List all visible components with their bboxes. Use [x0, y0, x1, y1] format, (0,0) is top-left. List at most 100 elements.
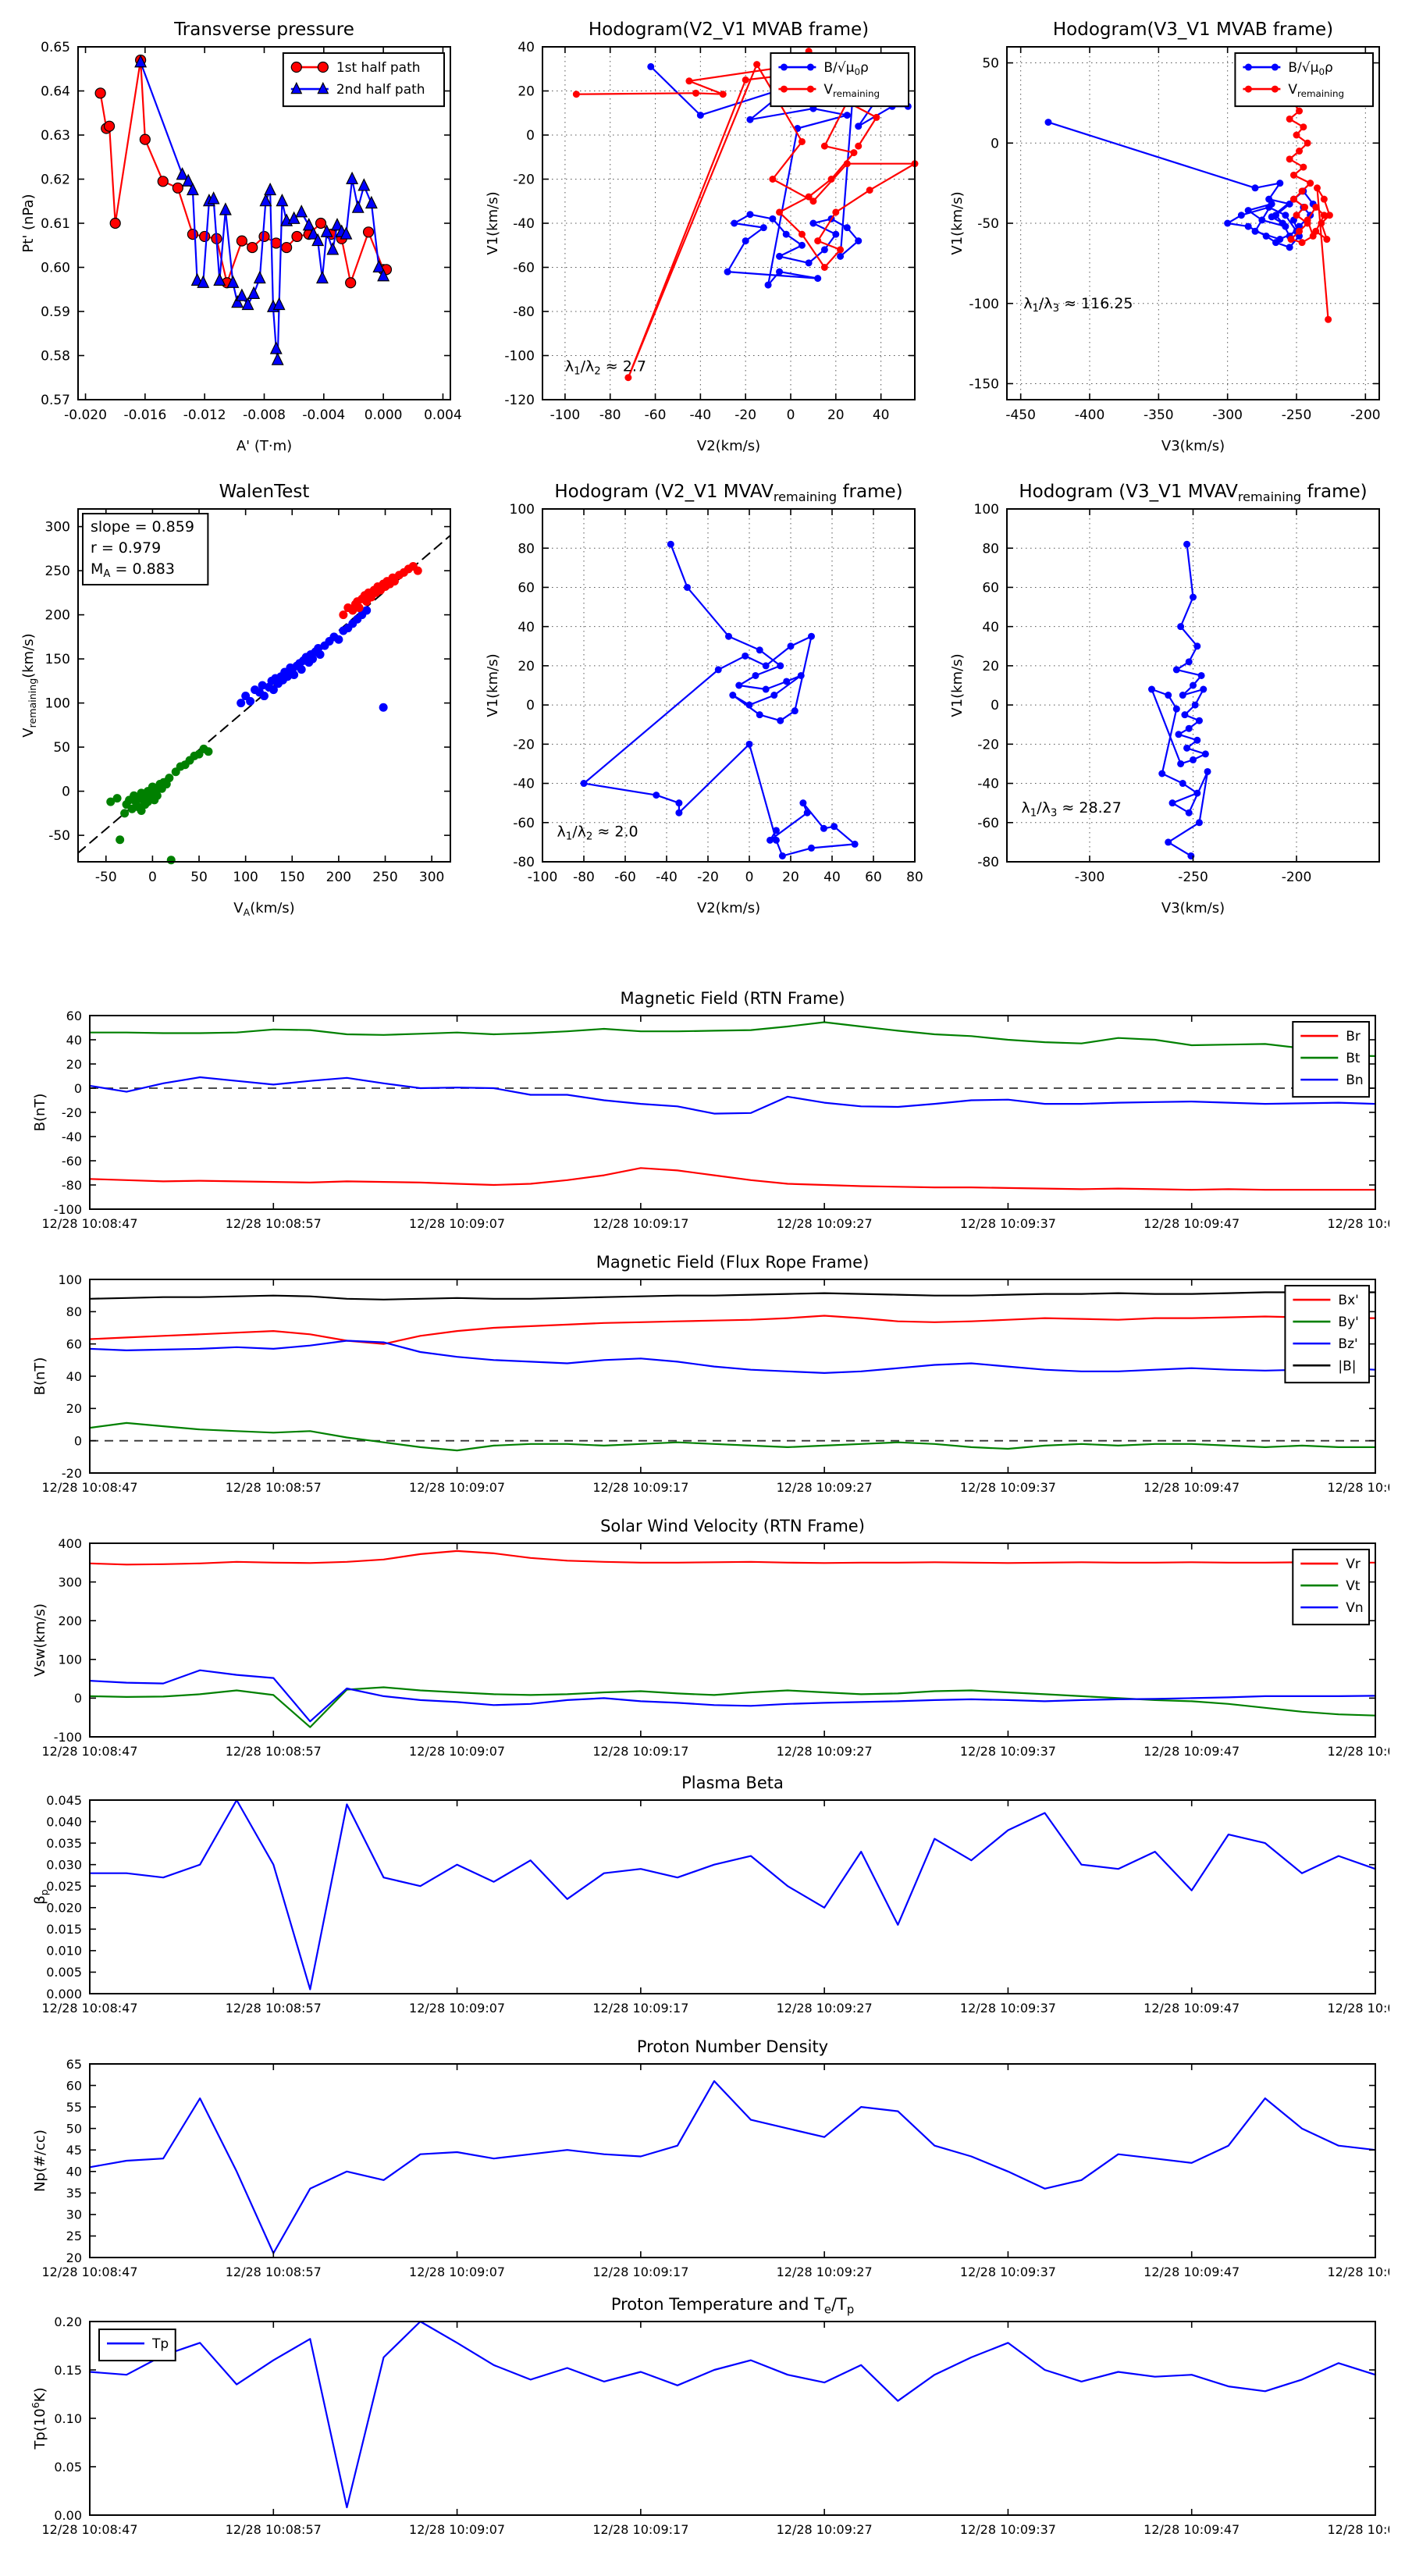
- svg-text:12/28 10:08:57: 12/28 10:08:57: [226, 2265, 322, 2279]
- svg-text:100: 100: [45, 696, 70, 712]
- svg-text:0.64: 0.64: [41, 84, 70, 100]
- svg-text:Bn: Bn: [1346, 1073, 1363, 1088]
- legend: Bx' By' Bz' |B|: [1284, 1285, 1371, 1384]
- svg-text:150: 150: [45, 652, 70, 667]
- svg-text:Vt: Vt: [1346, 1578, 1361, 1594]
- svg-text:12/28 10:09:17: 12/28 10:09:17: [592, 1480, 688, 1495]
- svg-text:12/28 10:08:57: 12/28 10:08:57: [226, 1216, 322, 1231]
- svg-text:12/28 10:09:57: 12/28 10:09:57: [1327, 2522, 1389, 2537]
- chart-svg-hodogram-v2v1-mvav: -100 -80 -60 -40 -20 0 20 40 60 80-80-60-40-20020…: [485, 482, 923, 916]
- svg-text:Bx': Bx': [1338, 1293, 1358, 1308]
- svg-text:250: 250: [372, 870, 397, 885]
- svg-text:300: 300: [45, 520, 70, 535]
- svg-text:12/28 10:09:37: 12/28 10:09:37: [960, 2001, 1056, 2016]
- svg-text:300: 300: [58, 1574, 82, 1589]
- svg-text:-100: -100: [528, 870, 558, 885]
- legend: Tp: [98, 2329, 176, 2362]
- svg-text:-300: -300: [1212, 407, 1243, 423]
- svg-text:B/√μ0ρ: B/√μ0ρ: [1288, 60, 1332, 77]
- svg-text:βp: βp: [32, 1889, 50, 1905]
- svg-text:0: 0: [991, 698, 999, 713]
- svg-text:-250: -250: [1178, 870, 1208, 885]
- svg-text:-100: -100: [54, 1202, 82, 1217]
- svg-text:12/28 10:09:57: 12/28 10:09:57: [1327, 1744, 1389, 1759]
- series-br: [88, 1167, 1377, 1191]
- svg-text:-100: -100: [504, 349, 535, 365]
- svg-text:12/28 10:09:37: 12/28 10:09:37: [960, 1216, 1056, 1231]
- axes-frame: [89, 1542, 1376, 1738]
- svg-text:-400: -400: [1075, 407, 1105, 423]
- svg-text:12/28 10:09:07: 12/28 10:09:07: [409, 2265, 505, 2279]
- series-np: [88, 2080, 1377, 2254]
- series-1st-half-path: [94, 54, 393, 289]
- svg-text:B(nT): B(nT): [32, 1357, 48, 1396]
- svg-text:V1(km/s): V1(km/s): [949, 191, 966, 254]
- series-tp: [88, 2320, 1377, 2509]
- series-v-hodogram: [580, 540, 859, 859]
- svg-text:12/28 10:09:17: 12/28 10:09:17: [592, 2522, 688, 2537]
- chart-transverse-pressure: -0.020 -0.016 -0.012 -0.008 -0.004 0.000 0.004…: [12, 6, 464, 471]
- svg-text:55: 55: [66, 2100, 82, 2115]
- chart-hodogram-v3v1-mvab: -450 -400 -350 -300 -250 -200 -150 -100 -50 0 50 Ho…: [941, 6, 1393, 471]
- chart-title: Solar Wind Velocity (RTN Frame): [600, 1517, 865, 1535]
- svg-text:-40: -40: [656, 870, 678, 885]
- chart-hodogram-v3v1-mvav: -300 -250 -200 -80 -60 -40 -20 0 20 40 60 80 100 Hodo…: [941, 468, 1393, 934]
- svg-text:50: 50: [53, 740, 70, 756]
- svg-text:12/28 10:09:17: 12/28 10:09:17: [592, 2001, 688, 2016]
- svg-text:12/28 10:08:57: 12/28 10:08:57: [226, 1480, 322, 1495]
- svg-text:Vn: Vn: [1346, 1600, 1363, 1616]
- svg-text:Vsw(km/s): Vsw(km/s): [32, 1603, 48, 1677]
- series-bn: [88, 1076, 1377, 1115]
- svg-text:0.040: 0.040: [46, 1814, 82, 1829]
- svg-text:0.63: 0.63: [41, 128, 70, 144]
- svg-text:-100: -100: [969, 297, 999, 312]
- svg-text:-60: -60: [513, 261, 535, 276]
- svg-text:100: 100: [58, 1272, 82, 1287]
- svg-text:20: 20: [518, 84, 535, 100]
- svg-text:-20: -20: [513, 173, 535, 188]
- svg-text:12/28 10:09:07: 12/28 10:09:07: [409, 2522, 505, 2537]
- svg-text:100: 100: [58, 1653, 82, 1667]
- chart-title: Magnetic Field (Flux Rope Frame): [596, 1253, 870, 1272]
- svg-text:30: 30: [66, 2208, 82, 2222]
- svg-text:-20: -20: [62, 1466, 82, 1481]
- legend: 1st half path 2nd half path: [282, 52, 445, 108]
- svg-text:12/28 10:09:07: 12/28 10:09:07: [409, 1216, 505, 1231]
- svg-text:400: 400: [58, 1536, 82, 1551]
- svg-text:B(nT): B(nT): [32, 1094, 48, 1132]
- svg-text:-60: -60: [977, 816, 999, 831]
- svg-text:0.015: 0.015: [46, 1922, 82, 1937]
- svg-text:40: 40: [823, 870, 841, 885]
- series-2nd-half-path: [134, 55, 390, 365]
- annotation: λ1/λ2 ≈ 2.0: [557, 823, 638, 842]
- svg-text:12/28 10:09:47: 12/28 10:09:47: [1144, 2522, 1240, 2537]
- svg-text:-80: -80: [977, 855, 999, 870]
- stats-box: slope = 0.859 r = 0.979 MA = 0.883: [82, 513, 209, 585]
- svg-text:V3(km/s): V3(km/s): [1161, 438, 1225, 454]
- svg-text:0: 0: [62, 785, 70, 800]
- chart-title: Proton Temperature and Te/Tp: [611, 2295, 854, 2317]
- svg-text:0: 0: [787, 407, 795, 423]
- svg-text:45: 45: [66, 2143, 82, 2158]
- svg-text:250: 250: [45, 564, 70, 579]
- svg-text:V1(km/s): V1(km/s): [485, 653, 501, 717]
- svg-text:-20: -20: [735, 407, 756, 423]
- svg-text:0: 0: [74, 1691, 82, 1706]
- svg-text:0.020: 0.020: [46, 1901, 82, 1916]
- svg-text:0: 0: [526, 128, 535, 144]
- axes-frame: [89, 2321, 1376, 2516]
- svg-text:0: 0: [148, 870, 157, 885]
- svg-text:12/28 10:09:37: 12/28 10:09:37: [960, 2522, 1056, 2537]
- legend: Br Bt Bn: [1292, 1021, 1371, 1098]
- svg-text:200: 200: [45, 608, 70, 624]
- svg-text:-20: -20: [62, 1105, 82, 1120]
- svg-text:0.000: 0.000: [365, 407, 403, 423]
- svg-text:12/28 10:08:47: 12/28 10:08:47: [41, 2265, 137, 2279]
- svg-text:12/28 10:09:47: 12/28 10:09:47: [1144, 1744, 1240, 1759]
- series-v-hodogram: [1148, 540, 1211, 859]
- svg-text:-60: -60: [513, 816, 535, 831]
- axes-frame: [77, 508, 451, 863]
- svg-text:0.000: 0.000: [46, 1987, 82, 2001]
- chart-proton-temperature: 12/28 10:08:47 12/28 10:08:57 12/28 10:09:…: [16, 2284, 1405, 2551]
- svg-text:100: 100: [233, 870, 258, 885]
